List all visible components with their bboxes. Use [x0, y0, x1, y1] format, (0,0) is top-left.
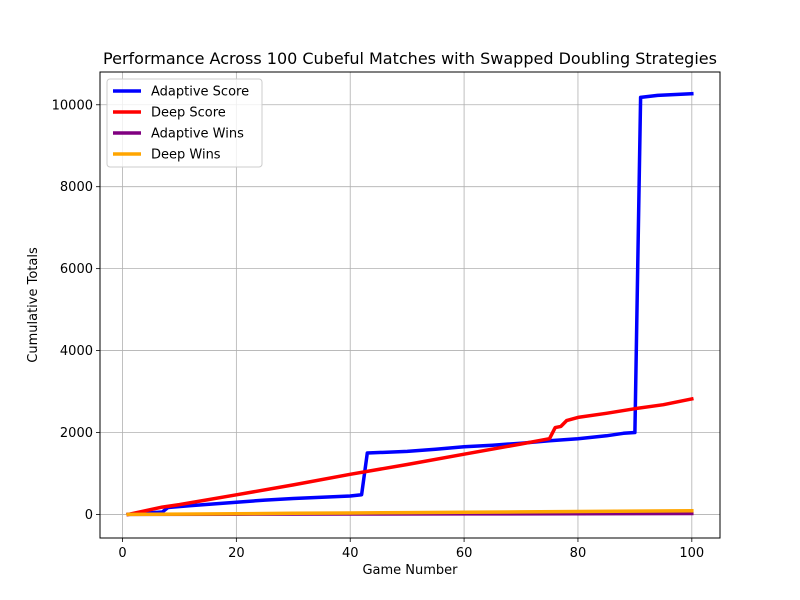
y-axis-label: Cumulative Totals [26, 247, 41, 363]
y-tick-label: 0 [85, 508, 93, 523]
y-tick-label: 2000 [60, 426, 93, 441]
series-lines [126, 91, 694, 517]
series-line-adaptive-score [126, 91, 694, 517]
x-tick-label: 40 [342, 546, 359, 561]
legend: Adaptive Score Deep Score Adaptive Wins Dee… [106, 78, 263, 168]
plot-frame [99, 71, 721, 539]
series-line-deep-score [126, 396, 694, 517]
series-line-deep-wins [126, 509, 694, 517]
chart-title: Performance Across 100 Cubeful Matches w… [103, 49, 717, 68]
legend-label-adaptive-wins: Adaptive Wins [151, 127, 244, 142]
x-axis-label: Game Number [362, 563, 458, 578]
y-tick-label: 4000 [60, 344, 93, 359]
y-tick-label: 6000 [60, 262, 93, 277]
axis-ticks: 0 20 40 60 80 100 0 2000 4000 6000 8000 10000 [52, 98, 705, 561]
legend-label-deep-wins: Deep Wins [151, 148, 221, 163]
legend-label-deep-score: Deep Score [151, 106, 226, 121]
x-tick-label: 0 [118, 546, 126, 561]
legend-box [106, 78, 263, 168]
x-tick-label: 20 [228, 546, 245, 561]
y-tick-label: 8000 [60, 180, 93, 195]
x-tick-label: 60 [456, 546, 473, 561]
x-tick-label: 100 [679, 546, 704, 561]
y-tick-label: 10000 [52, 98, 93, 113]
x-tick-label: 80 [570, 546, 587, 561]
legend-label-adaptive-score: Adaptive Score [151, 85, 249, 100]
